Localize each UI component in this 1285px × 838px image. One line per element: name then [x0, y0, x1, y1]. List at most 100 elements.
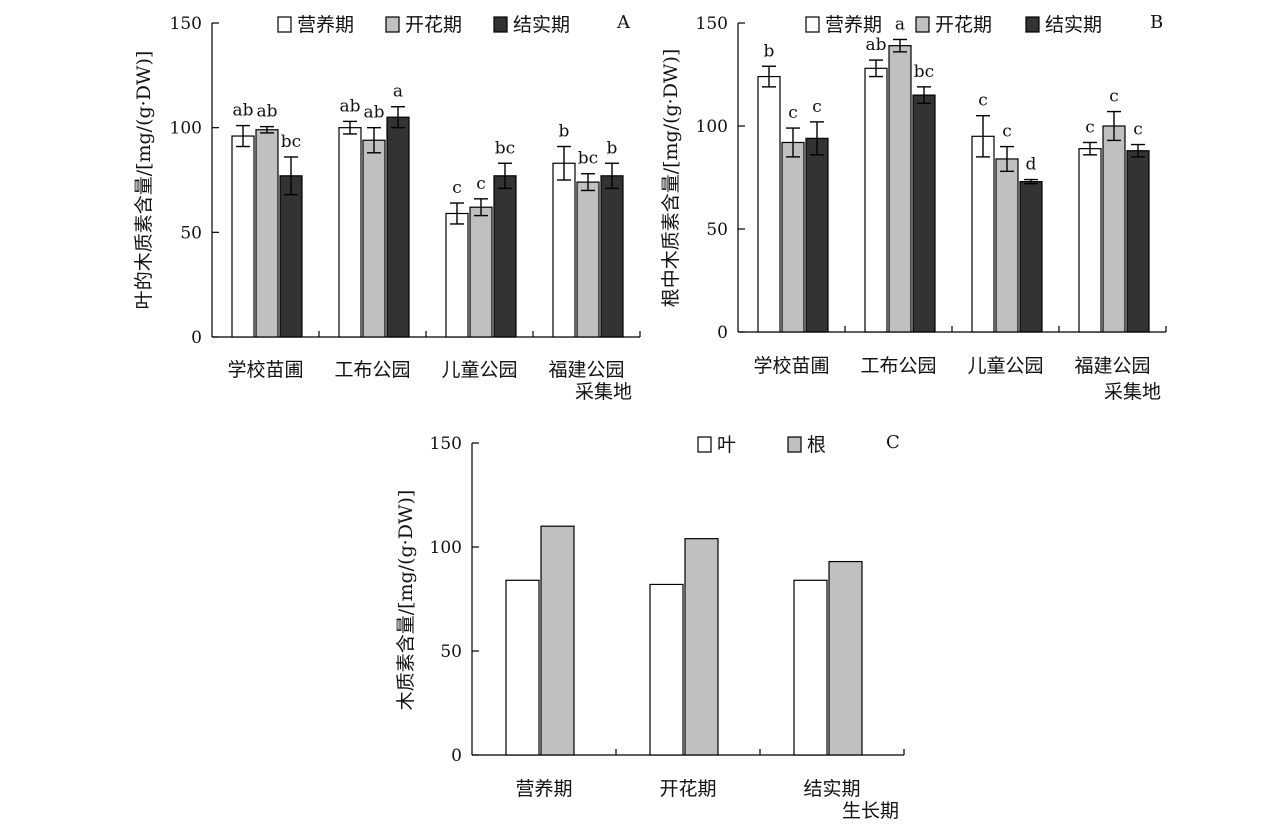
bar-A-开花期-工布公园: [362, 139, 386, 338]
bar-A-开花期-儿童公园: [469, 206, 493, 338]
significance-label-B-1-1: a: [895, 14, 905, 34]
x-axis-label-A: 采集地: [575, 381, 632, 403]
bar-B-开花期-福建公园: [1102, 125, 1126, 333]
legend-swatch-B-0: [805, 16, 820, 33]
legend-swatch-B-2: [1025, 16, 1040, 33]
significance-label-B-1-2: c: [1002, 122, 1012, 142]
bar-B-营养期-工布公园: [864, 67, 888, 333]
bar-B-营养期-学校苗圃: [757, 75, 781, 333]
y-tick-label-C-50: 50: [440, 642, 462, 662]
bar-A-开花期-福建公园: [576, 181, 600, 338]
bar-A-营养期-儿童公园: [445, 212, 469, 338]
y-tick-label-B-0: 0: [717, 323, 728, 343]
legend-swatch-A-2: [493, 16, 508, 33]
legend-label-C-0: 叶: [717, 434, 736, 456]
category-label-B-1: 工布公园: [860, 355, 936, 377]
significance-label-B-1-0: c: [788, 103, 798, 123]
category-label-B-0: 学校苗圃: [753, 355, 829, 377]
category-label-B-3: 福建公园: [1074, 355, 1150, 377]
y-tick-label-A-150: 150: [170, 14, 202, 34]
significance-label-A-1-2: c: [476, 174, 486, 194]
bar-A-结实期-学校苗圃: [279, 175, 303, 338]
bar-B-开花期-学校苗圃: [781, 141, 805, 333]
bar-C-叶-开花期: [649, 583, 684, 756]
significance-label-B-1-3: c: [1109, 87, 1119, 107]
significance-label-A-2-1: a: [393, 82, 403, 102]
category-label-A-3: 福建公园: [548, 359, 624, 381]
legend-label-B-0: 营养期: [825, 14, 882, 36]
bar-C-叶-营养期: [505, 579, 540, 756]
significance-label-A-0-3: b: [559, 122, 570, 142]
bar-C-根-结实期: [828, 560, 863, 756]
y-tick-label-C-150: 150: [430, 434, 462, 454]
y-tick-label-B-150: 150: [696, 14, 728, 34]
significance-label-B-2-3: c: [1133, 120, 1143, 140]
y-axis-title-C: 木质素含量/[mg/(g·DW)]: [395, 490, 417, 711]
bar-A-开花期-学校苗圃: [255, 129, 279, 338]
y-tick-label-A-100: 100: [170, 119, 202, 139]
y-tick-label-C-0: 0: [451, 746, 462, 766]
legend-label-A-0: 营养期: [297, 14, 354, 36]
significance-label-A-0-0: ab: [232, 101, 253, 121]
legend-swatch-A-1: [385, 16, 400, 33]
y-axis-title-A: 叶的木质素含量/[mg/(g·DW)]: [133, 51, 155, 310]
y-tick-label-B-100: 100: [696, 117, 728, 137]
bar-B-结实期-福建公园: [1126, 150, 1150, 333]
significance-label-B-0-2: c: [978, 91, 988, 111]
significance-label-A-0-1: ab: [339, 96, 360, 116]
significance-label-B-2-0: c: [812, 97, 822, 117]
significance-label-B-0-0: b: [764, 41, 775, 61]
significance-label-A-2-2: bc: [495, 138, 515, 158]
bar-B-营养期-儿童公园: [971, 135, 995, 333]
category-label-B-2: 儿童公园: [967, 355, 1043, 377]
significance-label-B-0-3: c: [1085, 117, 1095, 137]
bar-B-营养期-福建公园: [1078, 148, 1102, 333]
significance-label-A-0-2: c: [452, 178, 462, 198]
bar-B-开花期-工布公园: [888, 45, 912, 333]
legend-swatch-C-0: [697, 436, 712, 453]
y-tick-label-A-50: 50: [180, 223, 202, 243]
bar-C-根-开花期: [684, 538, 719, 756]
legend-label-B-2: 结实期: [1045, 14, 1102, 36]
legend-label-B-1: 开花期: [935, 14, 992, 36]
legend-swatch-B-1: [915, 16, 930, 33]
legend-swatch-A-0: [277, 16, 292, 33]
y-axis-title-B: 根中木质素含量/[mg/(g·DW)]: [660, 49, 682, 308]
bar-C-叶-结实期: [793, 579, 828, 756]
y-tick-label-A-0: 0: [191, 328, 202, 348]
significance-label-A-1-1: ab: [363, 103, 384, 123]
significance-label-B-2-2: d: [1026, 155, 1037, 175]
significance-label-A-1-0: ab: [256, 102, 277, 122]
bar-A-营养期-福建公园: [552, 162, 576, 338]
y-tick-label-B-50: 50: [706, 220, 728, 240]
significance-label-B-2-1: bc: [914, 62, 934, 82]
legend-swatch-C-1: [787, 436, 802, 453]
category-label-C-0: 营养期: [515, 778, 572, 800]
category-label-C-1: 开花期: [659, 778, 716, 800]
bar-B-结实期-儿童公园: [1019, 181, 1043, 333]
bar-A-营养期-学校苗圃: [231, 135, 255, 338]
category-label-A-1: 工布公园: [334, 359, 410, 381]
x-axis-label-B: 采集地: [1104, 381, 1161, 403]
category-label-A-2: 儿童公园: [441, 359, 517, 381]
panel-label-C: C: [886, 432, 900, 453]
legend-label-A-2: 结实期: [513, 14, 570, 36]
bar-B-结实期-工布公园: [912, 94, 936, 333]
significance-label-A-2-0: bc: [281, 132, 301, 152]
panel-label-B: B: [1150, 12, 1163, 33]
bar-A-营养期-工布公园: [338, 127, 362, 338]
bar-C-根-营养期: [540, 525, 575, 756]
significance-label-A-1-3: bc: [578, 149, 598, 169]
bar-A-结实期-儿童公园: [493, 175, 517, 338]
y-tick-label-C-100: 100: [430, 538, 462, 558]
category-label-C-2: 结实期: [803, 778, 860, 800]
legend-label-C-1: 根: [807, 434, 826, 456]
bar-A-结实期-福建公园: [600, 175, 624, 338]
x-axis-label-C: 生长期: [842, 800, 899, 822]
significance-label-B-0-1: ab: [865, 35, 886, 55]
panel-label-A: A: [616, 12, 631, 33]
bar-A-结实期-工布公园: [386, 116, 410, 338]
category-label-A-0: 学校苗圃: [227, 359, 303, 381]
